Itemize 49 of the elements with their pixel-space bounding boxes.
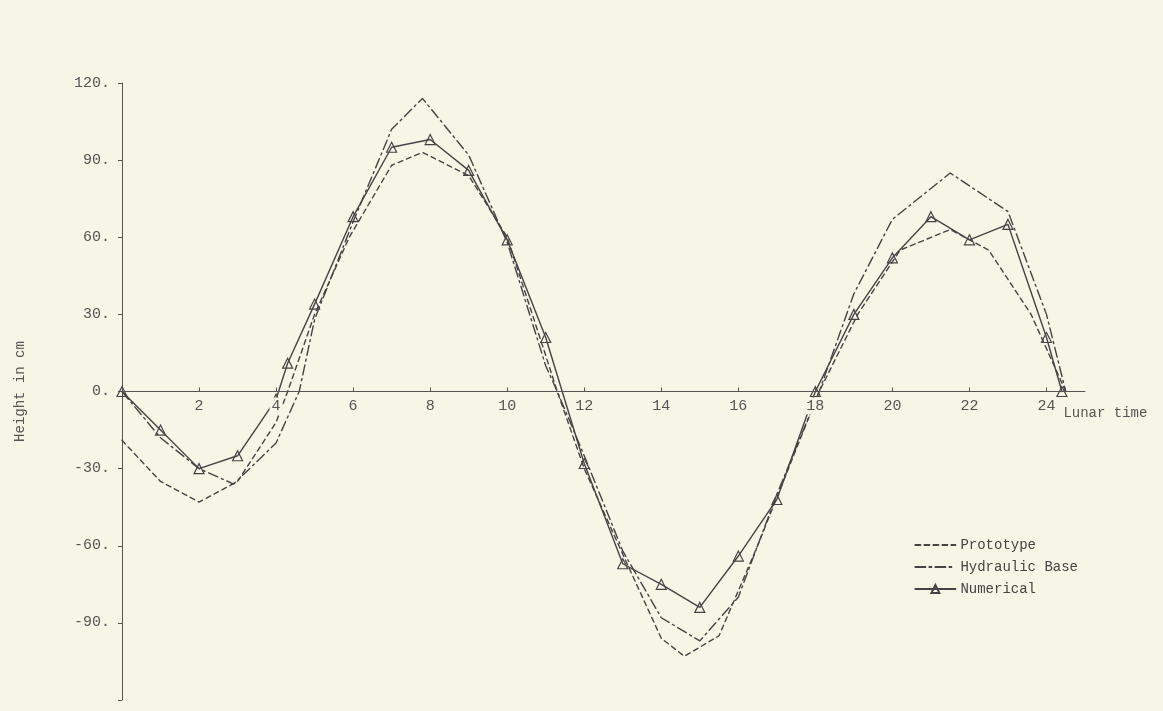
x-tick-label: 16 xyxy=(729,397,748,415)
y-tick-label: -30. xyxy=(73,460,110,478)
point xyxy=(925,211,937,223)
point xyxy=(848,308,860,320)
legend-label: Hydraulic Base xyxy=(960,559,1079,575)
point xyxy=(1040,331,1053,344)
point xyxy=(309,298,321,310)
legend-label: Prototype xyxy=(960,537,1037,553)
point xyxy=(886,252,898,264)
point xyxy=(732,550,744,562)
x-tick-label: 24 xyxy=(1037,397,1056,415)
point xyxy=(282,357,294,369)
point xyxy=(617,558,629,570)
x-tick-label: 12 xyxy=(575,397,594,415)
y-tick-label: 90. xyxy=(82,151,110,169)
x-tick-label: 6 xyxy=(348,397,358,415)
point xyxy=(694,601,706,614)
y-tick-label: 30. xyxy=(82,305,110,323)
point xyxy=(540,331,552,344)
y-tick-label: 0. xyxy=(91,383,110,400)
x-tick-label: 18 xyxy=(806,397,825,415)
point xyxy=(154,424,167,436)
point xyxy=(347,211,359,223)
x-tick-label: 2 xyxy=(194,397,204,415)
x-tick-label: 8 xyxy=(425,397,435,415)
point xyxy=(1056,385,1068,398)
legend-label: Numerical xyxy=(960,581,1037,597)
point xyxy=(501,234,513,246)
point xyxy=(578,457,590,470)
point xyxy=(771,493,783,506)
y-tick-label: -90. xyxy=(73,614,110,632)
y-tick-label: 120. xyxy=(73,74,110,92)
x-axis-title: Lunar time xyxy=(1063,404,1148,421)
y-tick-label: 60. xyxy=(82,228,110,246)
point xyxy=(655,578,667,590)
x-tick-label: 10 xyxy=(498,397,517,415)
point xyxy=(424,133,436,146)
point xyxy=(809,385,821,398)
y-tick-label: -60. xyxy=(73,537,110,555)
x-tick-label: 22 xyxy=(960,397,979,415)
point xyxy=(463,164,475,177)
point xyxy=(963,234,976,246)
y-axis-title: Height in cm xyxy=(12,341,28,442)
point xyxy=(386,141,398,153)
point xyxy=(1002,218,1014,230)
x-tick-label: 4 xyxy=(271,397,281,415)
x-tick-label: 20 xyxy=(883,397,902,415)
x-tick-label: 14 xyxy=(652,397,671,415)
point xyxy=(231,450,244,462)
